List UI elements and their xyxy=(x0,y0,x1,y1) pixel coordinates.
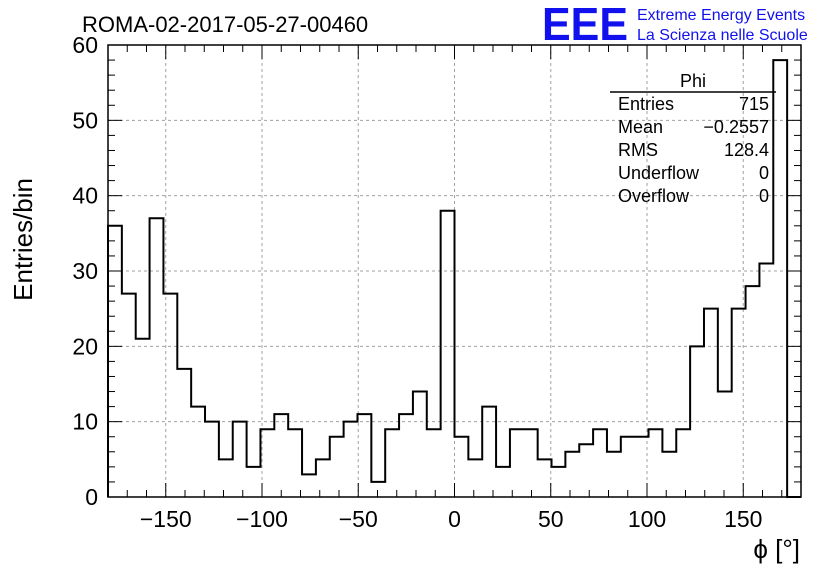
stat-overflow-label: Overflow xyxy=(618,186,690,206)
stats-box: Phi Entries 715 Mean −0.2557 RMS 128.4 U… xyxy=(610,71,776,206)
x-tick-label: −150 xyxy=(140,506,192,532)
stat-entries-label: Entries xyxy=(618,94,674,114)
x-tick-label: 0 xyxy=(448,506,461,532)
stats-box-name: Phi xyxy=(680,71,706,91)
y-tick-label: 10 xyxy=(72,409,98,435)
histogram-series-line xyxy=(107,59,801,498)
axis-ticks xyxy=(107,44,802,498)
x-tick-labels: −150 −100 −50 0 50 100 150 xyxy=(140,506,763,532)
y-tick-label: 50 xyxy=(72,107,98,133)
stat-overflow-value: 0 xyxy=(759,186,769,206)
x-axis-title: ϕ [°] xyxy=(753,534,800,564)
chart-title: ROMA-02-2017-05-27-00460 xyxy=(82,12,368,37)
logo-line-1: Extreme Energy Events xyxy=(637,7,805,24)
y-tick-labels: 0 10 20 30 40 50 60 xyxy=(72,32,98,510)
x-tick-label: −50 xyxy=(339,506,378,532)
stat-mean-value: −0.2557 xyxy=(703,117,769,137)
y-tick-label: 40 xyxy=(72,183,98,209)
y-tick-label: 20 xyxy=(72,333,98,359)
eee-logo-mark: EEE xyxy=(542,0,628,50)
stat-mean-label: Mean xyxy=(618,117,663,137)
stat-rms-value: 128.4 xyxy=(724,140,769,160)
eee-logo: EEE Extreme Energy Events La Scienza nel… xyxy=(542,0,808,50)
x-tick-label: 50 xyxy=(538,506,564,532)
x-tick-label: 150 xyxy=(724,506,762,532)
stat-underflow-label: Underflow xyxy=(618,163,700,183)
grid-lines xyxy=(108,45,801,497)
stat-rms-label: RMS xyxy=(618,140,658,160)
stat-entries-value: 715 xyxy=(739,94,769,114)
y-axis-title: Entries/bin xyxy=(8,178,38,301)
x-tick-label: −100 xyxy=(236,506,288,532)
y-tick-label: 0 xyxy=(85,484,98,510)
stat-underflow-value: 0 xyxy=(759,163,769,183)
x-tick-label: 100 xyxy=(628,506,666,532)
y-tick-label: 60 xyxy=(72,32,98,58)
y-tick-label: 30 xyxy=(72,258,98,284)
logo-line-2: La Scienza nelle Scuole xyxy=(637,27,808,44)
